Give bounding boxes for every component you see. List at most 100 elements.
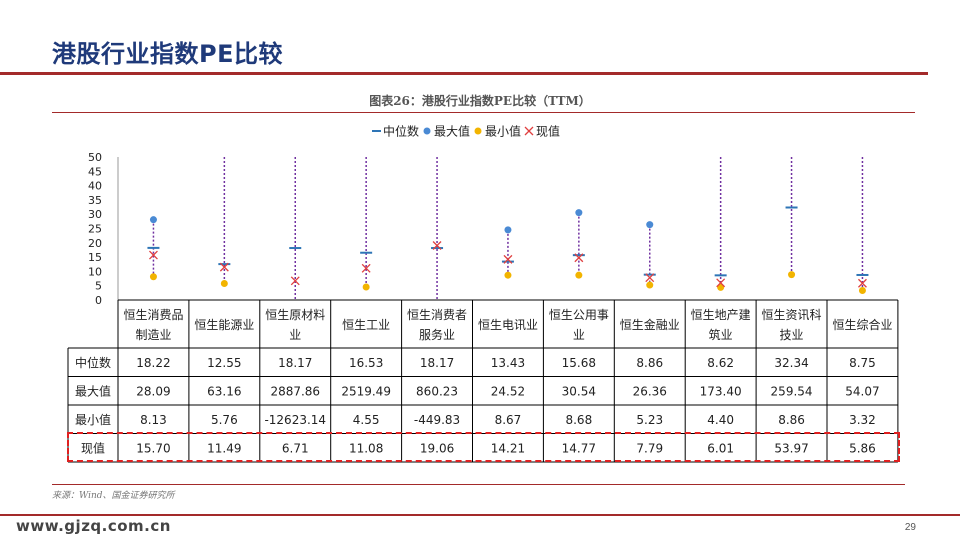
table-cell: 12.55	[207, 356, 241, 370]
current-mark	[432, 241, 442, 250]
current-mark	[574, 253, 584, 263]
table-cell: 8.86	[636, 356, 663, 370]
current-mark	[716, 278, 726, 288]
table-cell: 18.22	[136, 356, 170, 370]
plot-area	[147, 157, 869, 300]
table-cell: 2519.49	[341, 384, 391, 398]
category-label: 恒生消费品	[123, 308, 183, 322]
y-tick-label: 50	[88, 151, 102, 164]
current-mark-stroke	[219, 262, 229, 272]
table-cell: 6.01	[707, 441, 734, 455]
min-point	[504, 271, 512, 279]
footer-rule	[0, 514, 960, 516]
footer-url[interactable]: www.gjzq.com.cn	[16, 517, 171, 535]
table-cell: 53.97	[774, 441, 808, 455]
legend-label: 现值	[536, 124, 560, 139]
category-label: 恒生综合业	[832, 317, 892, 332]
category-label: 业	[573, 328, 585, 342]
max-point	[646, 221, 654, 229]
category-label: 技业	[780, 328, 804, 342]
source-note: 来源：Wind、国金证券研究所	[52, 491, 175, 501]
min-point	[362, 283, 370, 291]
table-cell: 14.21	[491, 441, 525, 455]
category-label: 恒生金融业	[620, 317, 680, 332]
table-cell: 15.70	[136, 441, 170, 455]
current-mark-stroke	[361, 263, 371, 273]
legend-marker	[423, 127, 431, 135]
table-cell: 4.40	[707, 413, 734, 427]
table-cell: 3.32	[849, 413, 876, 427]
y-tick-label: 20	[88, 237, 102, 250]
category-label: 恒生公用事	[549, 308, 609, 322]
table-cell: 26.36	[633, 384, 667, 398]
page-number: 29	[904, 522, 916, 533]
table-cell: 11.08	[349, 441, 383, 455]
page-title: 港股行业指数PE比较	[52, 40, 283, 68]
max-point	[575, 209, 583, 217]
y-tick-label: 15	[88, 251, 102, 264]
category-label: 恒生工业	[342, 318, 390, 332]
table-cell: 32.34	[774, 356, 808, 370]
title-rule	[0, 72, 928, 75]
chart-legend: 中位数 最大值 最小值 现值	[372, 124, 560, 139]
table-cell: 5.86	[849, 441, 876, 455]
legend-label: 最小值	[485, 124, 521, 139]
current-mark-stroke	[857, 278, 867, 288]
category-label: 服务业	[419, 327, 455, 342]
current-mark-stroke	[148, 250, 158, 260]
y-tick-label: 10	[88, 265, 102, 278]
min-point	[646, 281, 654, 289]
current-mark-stroke	[432, 241, 442, 250]
table-cell: 6.71	[282, 441, 309, 455]
table-cell: 8.13	[140, 413, 167, 427]
row-label: 现值	[81, 440, 105, 455]
table-cell: 18.17	[278, 356, 312, 370]
y-tick-label: 5	[95, 280, 102, 293]
table-cell: 15.68	[562, 356, 596, 370]
current-mark	[857, 278, 867, 288]
min-point	[220, 280, 228, 288]
table-cell: 860.23	[416, 384, 458, 398]
table-cell: -449.83	[414, 413, 460, 427]
y-tick-label: 35	[88, 194, 102, 207]
max-point	[504, 226, 512, 234]
table-cell: 4.55	[353, 413, 380, 427]
current-mark-stroke	[290, 276, 300, 286]
current-mark	[503, 254, 513, 264]
category-label: 恒生原材料	[265, 308, 325, 322]
row-label: 最大值	[75, 383, 111, 398]
table-cell: 173.40	[700, 384, 742, 398]
legend-label: 最大值	[434, 124, 470, 139]
row-label: 中位数	[75, 355, 111, 370]
min-point	[717, 283, 725, 291]
current-mark-stroke	[716, 278, 726, 288]
table-cell: 30.54	[562, 384, 596, 398]
table-cell: 54.07	[845, 384, 879, 398]
current-mark-stroke	[645, 273, 655, 283]
figure-rule	[52, 112, 915, 113]
y-tick-label: 25	[88, 223, 102, 236]
current-mark	[645, 273, 655, 283]
table-cell: 8.68	[565, 413, 592, 427]
table-cell: 8.86	[778, 413, 805, 427]
category-label: 恒生地产建	[691, 308, 751, 322]
table-cell: 2887.86	[270, 384, 320, 398]
table-cell: 8.62	[707, 356, 734, 370]
table-cell: 11.49	[207, 441, 241, 455]
min-point	[788, 271, 796, 279]
y-tick-label: 0	[95, 294, 102, 307]
table-cell: 259.54	[771, 384, 813, 398]
table-cell: 5.23	[636, 413, 663, 427]
max-point	[149, 216, 157, 224]
min-point	[575, 271, 583, 279]
y-tick-label: 30	[88, 208, 102, 221]
source-rule	[52, 484, 905, 485]
table-cell: 16.53	[349, 356, 383, 370]
table-cell: 63.16	[207, 384, 241, 398]
table-cell: -12623.14	[264, 413, 326, 427]
current-mark	[219, 262, 229, 272]
category-label: 恒生资讯科	[762, 308, 822, 322]
